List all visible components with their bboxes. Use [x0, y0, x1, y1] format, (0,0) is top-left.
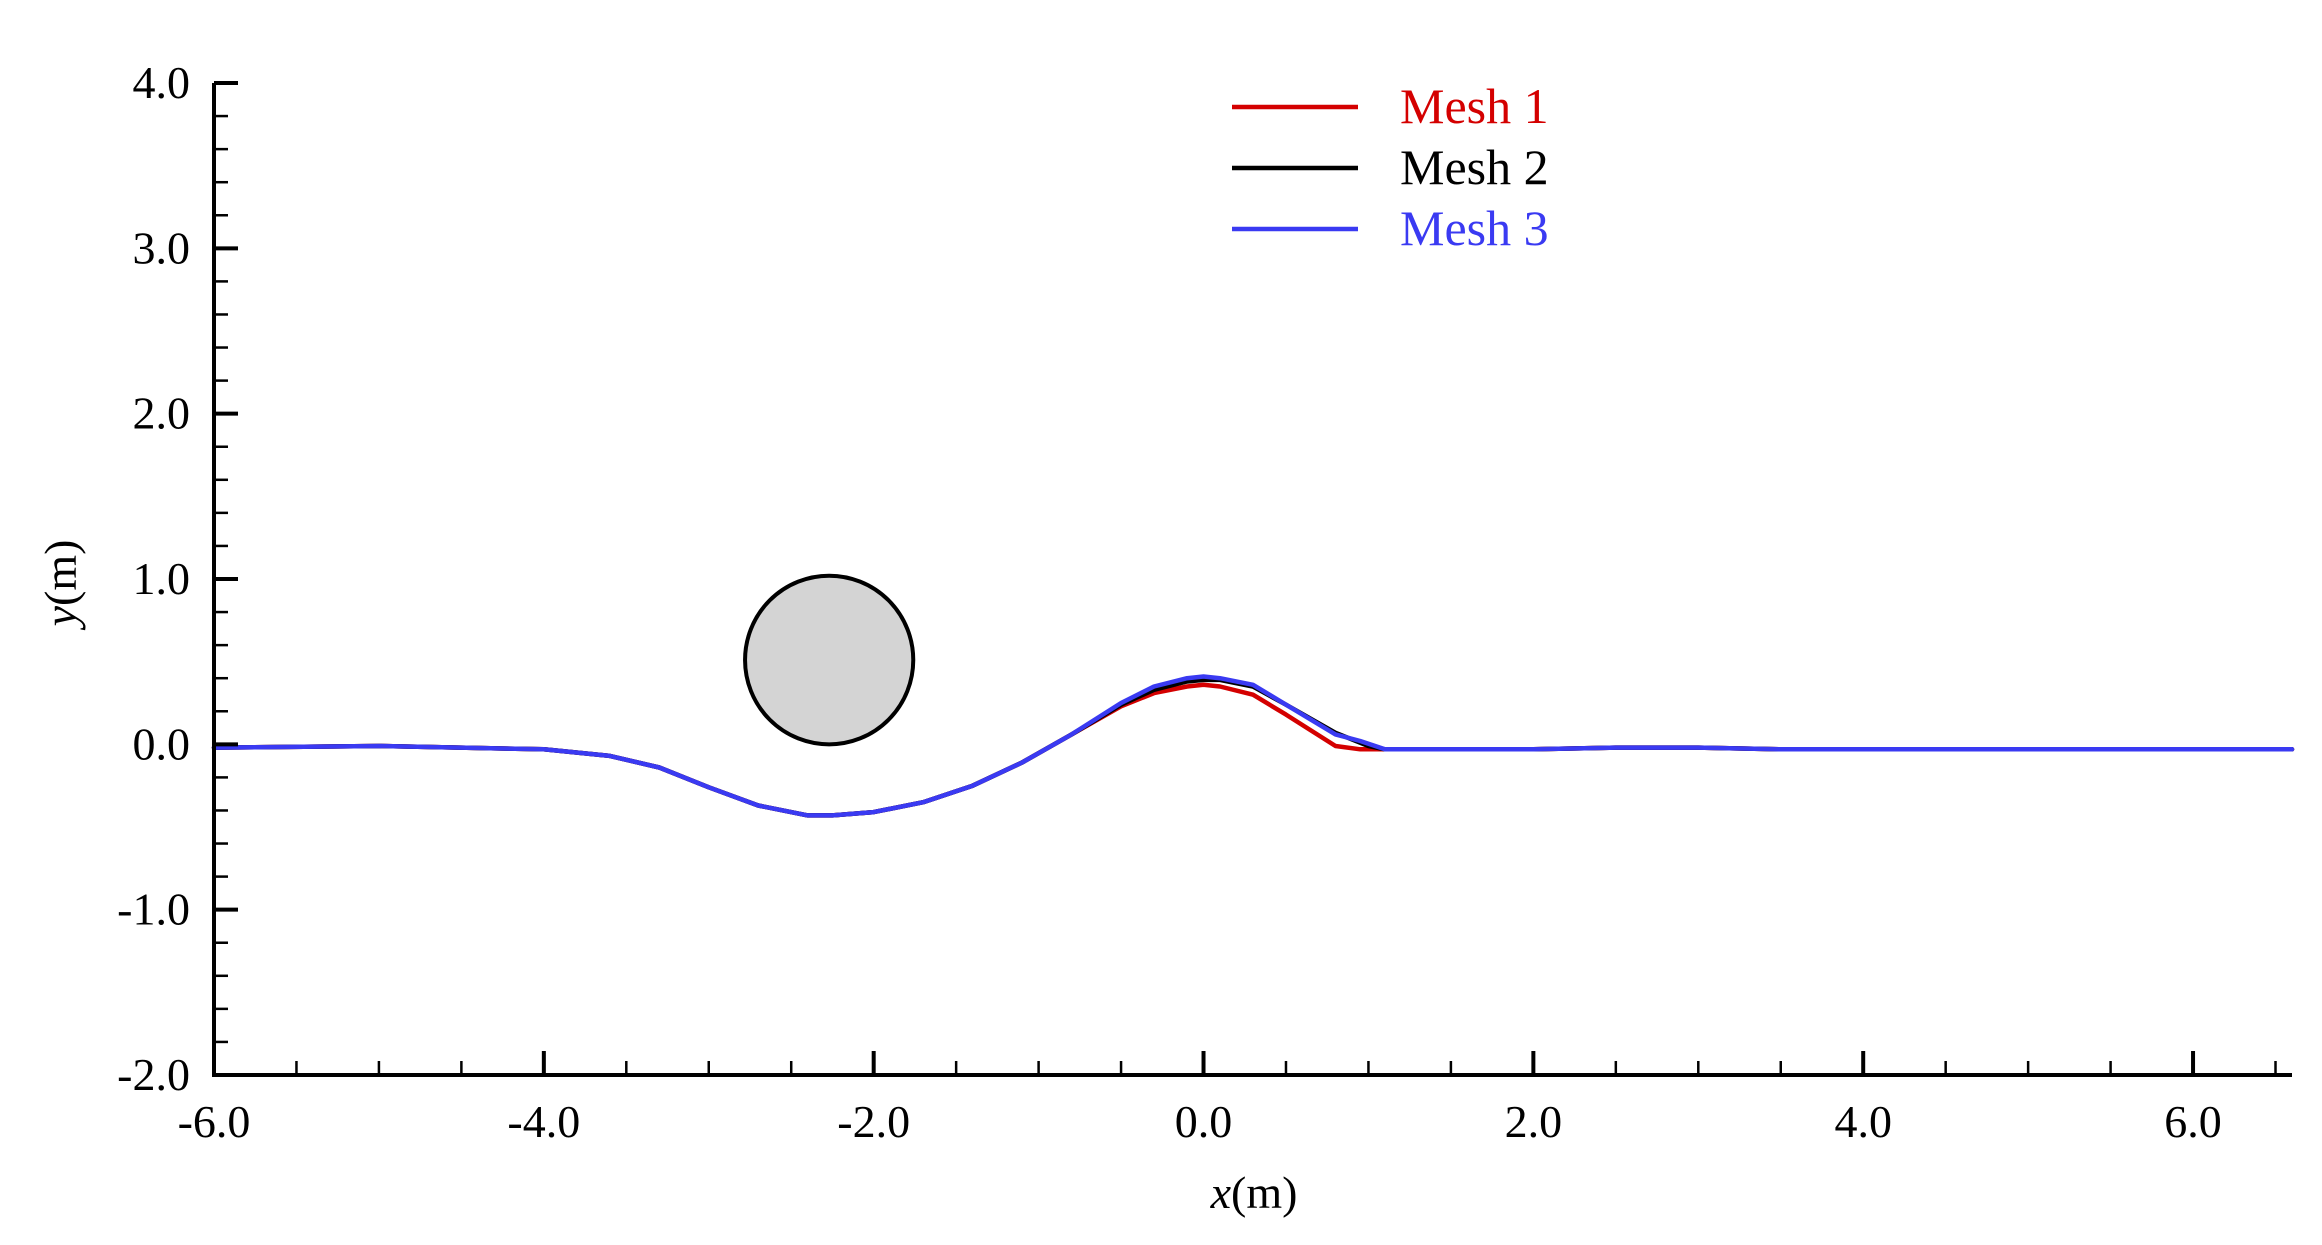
cylinder-annotation — [743, 573, 916, 747]
x-tick-label: -4.0 — [507, 1096, 580, 1147]
x-axis-label-var: x — [1210, 1167, 1232, 1218]
x-tick-label: 0.0 — [1175, 1096, 1233, 1147]
y-axis-ticks: -2.0 -1.0 0.0 1.0 2.0 3.0 4.0 — [117, 57, 238, 1100]
y-tick-label: 2.0 — [133, 388, 191, 439]
legend-label-2: Mesh 2 — [1400, 139, 1549, 195]
y-axis-label-unit: (m) — [35, 540, 86, 606]
cylinder-circle — [743, 573, 916, 747]
series-line-3 — [211, 674, 2295, 818]
x-tick-label: 6.0 — [2164, 1096, 2222, 1147]
x-tick-label: 4.0 — [1834, 1096, 1892, 1147]
x-tick-label: 2.0 — [1505, 1096, 1563, 1147]
series-lines — [211, 674, 2295, 818]
y-axis-label: y(m) — [35, 540, 86, 631]
y-tick-label: -1.0 — [117, 884, 190, 935]
y-tick-label: 3.0 — [133, 222, 191, 273]
x-axis-ticks: -6.0 -4.0 -2.0 0.0 2.0 4.0 6.0 — [178, 1051, 2277, 1147]
axes — [212, 83, 2292, 1077]
legend-label-3: Mesh 3 — [1400, 200, 1549, 256]
y-tick-label: 1.0 — [133, 553, 191, 604]
y-tick-label: 4.0 — [133, 57, 191, 108]
x-axis-label-unit: (m) — [1231, 1167, 1297, 1218]
x-tick-label: -6.0 — [178, 1096, 251, 1147]
legend-label-1: Mesh 1 — [1400, 78, 1549, 134]
y-tick-label: 0.0 — [133, 718, 191, 769]
x-axis-label: x(m) — [1210, 1167, 1298, 1218]
y-tick-label: -2.0 — [117, 1049, 190, 1100]
x-tick-label: -2.0 — [837, 1096, 910, 1147]
y-axis-label-var: y — [35, 605, 86, 630]
